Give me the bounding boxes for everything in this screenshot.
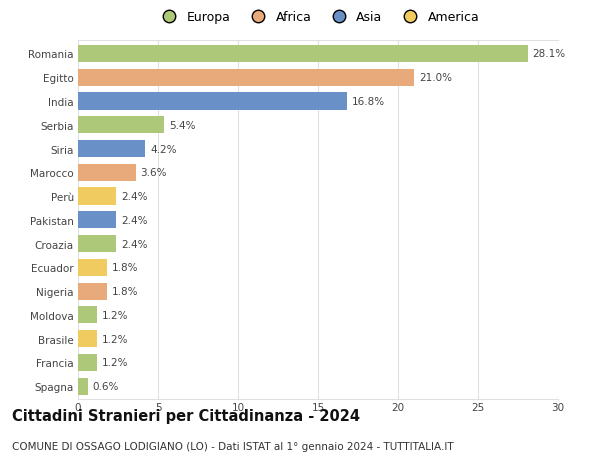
Text: 1.2%: 1.2% bbox=[102, 310, 128, 320]
Text: 1.8%: 1.8% bbox=[112, 263, 138, 273]
Text: 16.8%: 16.8% bbox=[352, 97, 385, 107]
Text: 2.4%: 2.4% bbox=[121, 239, 148, 249]
Text: Cittadini Stranieri per Cittadinanza - 2024: Cittadini Stranieri per Cittadinanza - 2… bbox=[12, 408, 360, 423]
Text: 21.0%: 21.0% bbox=[419, 73, 452, 83]
Bar bbox=[78, 164, 136, 181]
Bar bbox=[78, 330, 97, 347]
Text: 1.2%: 1.2% bbox=[102, 358, 128, 368]
Bar bbox=[78, 307, 97, 324]
Bar bbox=[78, 283, 107, 300]
Bar bbox=[78, 212, 116, 229]
Text: 5.4%: 5.4% bbox=[169, 121, 196, 130]
Text: 1.2%: 1.2% bbox=[102, 334, 128, 344]
Bar bbox=[78, 117, 164, 134]
Text: 2.4%: 2.4% bbox=[121, 191, 148, 202]
Text: 28.1%: 28.1% bbox=[532, 50, 566, 59]
Bar bbox=[78, 140, 145, 158]
Legend: Europa, Africa, Asia, America: Europa, Africa, Asia, America bbox=[153, 7, 483, 28]
Bar bbox=[78, 188, 116, 205]
Bar bbox=[78, 378, 88, 395]
Bar bbox=[78, 93, 347, 110]
Bar bbox=[78, 235, 116, 252]
Text: 4.2%: 4.2% bbox=[150, 144, 176, 154]
Text: 3.6%: 3.6% bbox=[140, 168, 167, 178]
Bar bbox=[78, 354, 97, 371]
Text: COMUNE DI OSSAGO LODIGIANO (LO) - Dati ISTAT al 1° gennaio 2024 - TUTTITALIA.IT: COMUNE DI OSSAGO LODIGIANO (LO) - Dati I… bbox=[12, 441, 454, 451]
Bar bbox=[78, 69, 414, 87]
Text: 2.4%: 2.4% bbox=[121, 215, 148, 225]
Text: 1.8%: 1.8% bbox=[112, 286, 138, 297]
Text: 0.6%: 0.6% bbox=[92, 381, 119, 391]
Bar bbox=[78, 259, 107, 276]
Bar bbox=[78, 46, 527, 63]
